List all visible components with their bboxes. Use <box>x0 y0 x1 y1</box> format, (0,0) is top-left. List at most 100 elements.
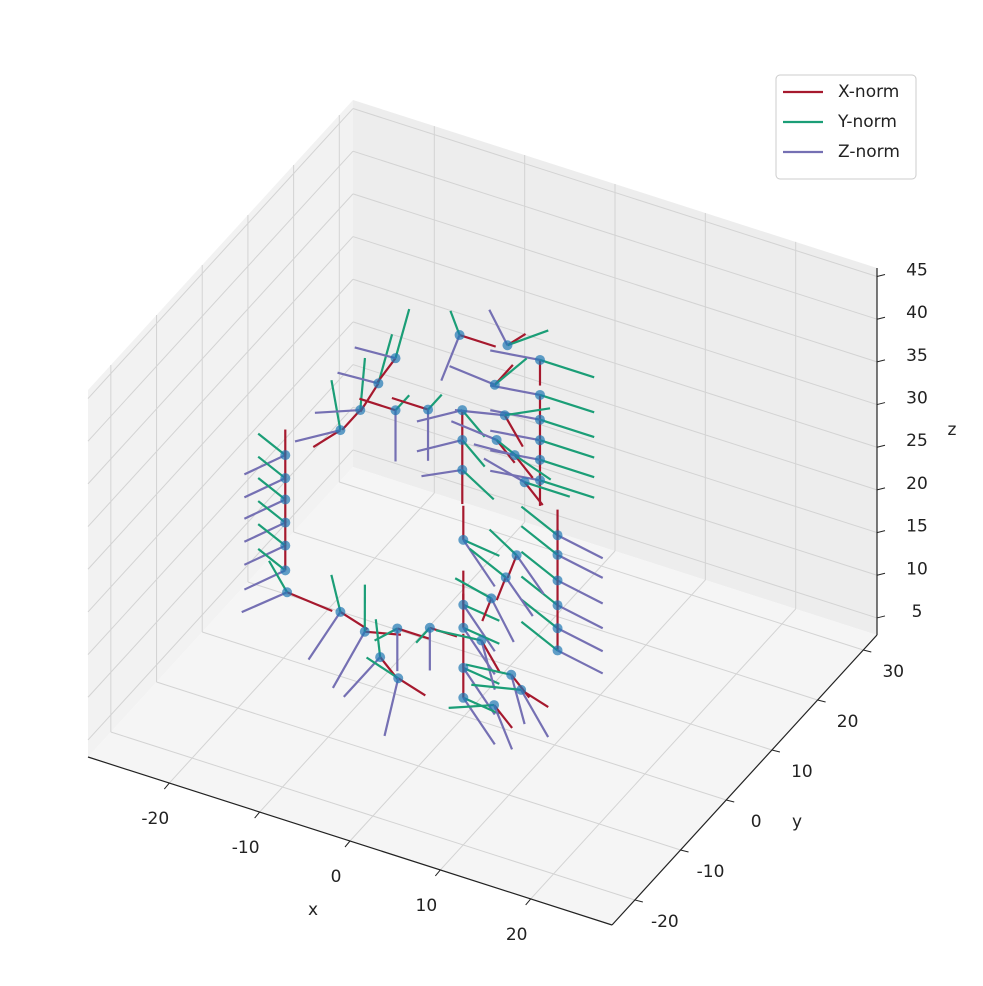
normal-vector <box>286 591 333 613</box>
point <box>335 425 346 436</box>
legend: X-norm Y-norm Z-norm <box>775 74 917 180</box>
point <box>280 494 291 505</box>
normal-vector <box>462 603 500 622</box>
point <box>552 600 563 611</box>
grid-line <box>352 150 878 320</box>
normal-vector <box>454 577 492 600</box>
tick-mark <box>634 899 643 903</box>
point <box>486 593 497 604</box>
normal-vector <box>468 547 507 579</box>
point <box>534 454 545 465</box>
normal-vector <box>359 357 367 411</box>
normal-vector <box>462 539 496 588</box>
normal-vector <box>421 468 463 478</box>
grid-line <box>168 492 435 784</box>
tick-mark <box>876 274 886 278</box>
tick-mark <box>680 849 689 853</box>
tick-mark <box>876 572 886 576</box>
normal-vector <box>365 656 399 680</box>
normal-vector <box>539 479 595 499</box>
x-tick-label: 20 <box>506 925 528 945</box>
normal-vector <box>488 528 518 557</box>
z-tick-label: 45 <box>906 261 928 281</box>
point <box>499 410 510 421</box>
point <box>390 353 401 364</box>
normal-vector <box>520 598 559 630</box>
normal-vector <box>330 574 342 613</box>
z-tick-label: 5 <box>912 602 923 622</box>
normal-vector <box>493 704 514 750</box>
grid-line <box>202 631 727 801</box>
grid-line <box>87 406 354 698</box>
y-tick-label: -10 <box>697 862 725 882</box>
z-tick-label: 20 <box>906 474 928 494</box>
normal-vector <box>510 674 526 725</box>
normal-vector <box>339 610 369 631</box>
normal-vector <box>461 439 486 468</box>
normal-vector <box>374 619 382 658</box>
grid-line <box>439 579 706 871</box>
point <box>457 435 468 446</box>
point <box>534 475 545 486</box>
normal-vector <box>539 439 595 459</box>
normal-vector <box>520 575 559 607</box>
point <box>280 450 291 461</box>
grid-line <box>87 150 354 442</box>
point <box>534 354 545 365</box>
tick-mark <box>876 530 886 534</box>
normal-vector <box>331 631 366 689</box>
normal-vector <box>483 457 526 484</box>
y-tick-label: 0 <box>751 812 762 832</box>
y-tick-label: -20 <box>651 912 679 932</box>
z-tick-label: 40 <box>906 303 928 323</box>
grid-line <box>259 521 526 813</box>
point <box>280 517 291 528</box>
marks <box>241 308 604 750</box>
point <box>552 575 563 586</box>
tick-mark <box>771 749 781 753</box>
x-tick-label: 0 <box>331 867 342 887</box>
grid-line <box>352 278 878 448</box>
normal-vector <box>377 333 394 384</box>
point <box>359 626 370 637</box>
x-tick-label: -20 <box>141 809 169 829</box>
normal-vector <box>494 357 528 386</box>
normal-vector <box>490 349 541 362</box>
normal-vector <box>488 309 509 346</box>
normal-vector <box>396 627 430 640</box>
point <box>552 623 563 634</box>
x-axis-label: x <box>308 900 318 920</box>
grid-line <box>87 108 354 399</box>
point <box>509 450 520 461</box>
grid-line <box>352 193 878 363</box>
point <box>335 606 346 617</box>
normal-vector <box>294 429 341 443</box>
point <box>393 673 404 684</box>
x-tick-label: -10 <box>232 838 260 858</box>
normal-vector <box>257 477 286 501</box>
grid-line <box>530 608 797 900</box>
point <box>424 622 435 633</box>
legend-label: Z-norm <box>838 142 900 162</box>
y-tick-label: 30 <box>882 662 904 682</box>
z-tick-label: 10 <box>906 559 928 579</box>
normal-vector <box>241 591 288 614</box>
normal-vector <box>307 611 342 661</box>
normal-vector <box>504 407 551 417</box>
normal-vector <box>557 627 604 653</box>
grid-line <box>352 321 878 491</box>
grid-line <box>87 321 354 613</box>
point <box>458 662 469 673</box>
normal-vector <box>416 438 463 453</box>
normal-vector <box>557 579 604 605</box>
point <box>390 405 401 416</box>
normal-vector <box>480 639 501 673</box>
normal-vector <box>465 663 512 676</box>
tick-mark <box>434 869 441 877</box>
normal-vector <box>520 525 559 556</box>
normal-vector <box>520 550 559 582</box>
tick-mark <box>876 359 886 363</box>
normal-vector <box>471 683 522 691</box>
tick-mark <box>876 487 886 491</box>
